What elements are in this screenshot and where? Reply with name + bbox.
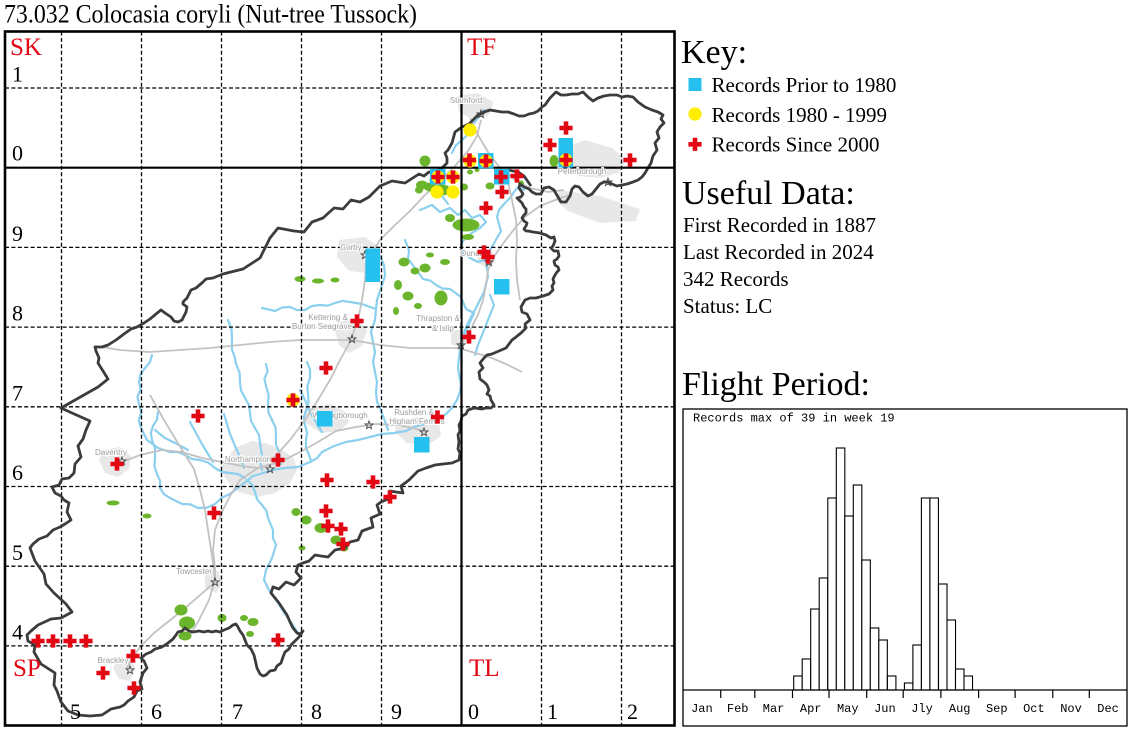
svg-text:Key:: Key: [681, 34, 747, 71]
svg-text:Oct: Oct [1023, 702, 1045, 716]
svg-text:Stamford: Stamford [450, 96, 482, 105]
svg-text:342 Records: 342 Records [683, 267, 789, 291]
svg-text:Daventry: Daventry [95, 448, 127, 457]
svg-text:Feb: Feb [727, 702, 749, 716]
svg-text:8: 8 [12, 301, 23, 326]
svg-text:Thrapston &: Thrapston & [416, 314, 460, 323]
svg-text:Burton Seagrave: Burton Seagrave [292, 322, 353, 331]
svg-text:9: 9 [12, 221, 23, 246]
svg-text:6: 6 [151, 699, 162, 724]
svg-text:0: 0 [12, 141, 23, 166]
svg-text:5: 5 [70, 699, 81, 724]
svg-text:Jun: Jun [874, 702, 896, 716]
svg-text:Mar: Mar [763, 702, 785, 716]
svg-text:Useful Data:: Useful Data: [682, 175, 855, 212]
svg-text:Kettering &: Kettering & [308, 313, 348, 322]
svg-text:Brackley: Brackley [98, 656, 129, 665]
svg-text:Rushden &: Rushden & [394, 408, 434, 417]
svg-text:Higham Ferrers: Higham Ferrers [389, 417, 445, 426]
svg-text:7: 7 [232, 699, 243, 724]
svg-text:Status: LC: Status: LC [683, 294, 772, 318]
svg-text:0: 0 [468, 699, 479, 724]
svg-text:TL: TL [469, 655, 500, 682]
svg-text:Towcester: Towcester [176, 567, 212, 576]
svg-text:SP: SP [13, 655, 41, 682]
svg-text:Aug: Aug [949, 702, 971, 716]
svg-text:Nov: Nov [1060, 702, 1082, 716]
svg-text:Corby: Corby [340, 243, 361, 252]
svg-text:7: 7 [12, 380, 23, 405]
svg-text:Flight Period:: Flight Period: [682, 366, 870, 403]
svg-text:& Islip: & Islip [432, 324, 454, 333]
svg-text:8: 8 [311, 699, 322, 724]
svg-text:Oundle: Oundle [460, 249, 486, 258]
svg-text:TF: TF [467, 34, 496, 61]
svg-text:Records Prior to 1980: Records Prior to 1980 [712, 73, 897, 97]
svg-text:Records 1980 - 1999: Records 1980 - 1999 [712, 103, 888, 127]
svg-text:Jly: Jly [911, 702, 933, 716]
svg-text:Records Since 2000: Records Since 2000 [712, 133, 880, 157]
svg-text:First Recorded in 1887: First Recorded in 1887 [683, 213, 876, 237]
svg-text:Apr: Apr [800, 702, 822, 716]
svg-text:Peterborough: Peterborough [558, 167, 606, 176]
svg-text:9: 9 [391, 699, 402, 724]
svg-text:Dec: Dec [1097, 702, 1119, 716]
svg-text:Northampton: Northampton [225, 455, 271, 464]
svg-text:Last Recorded in 2024: Last Recorded in 2024 [683, 240, 874, 264]
svg-text:Wellingborough: Wellingborough [312, 411, 367, 420]
svg-text:SK: SK [10, 34, 42, 61]
svg-text:Jan: Jan [691, 702, 713, 716]
svg-text:6: 6 [12, 460, 23, 485]
svg-text:5: 5 [12, 540, 23, 565]
svg-text:Sep: Sep [986, 702, 1008, 716]
svg-text:1: 1 [547, 699, 558, 724]
svg-text:May: May [837, 702, 859, 716]
svg-text:4: 4 [12, 620, 23, 645]
svg-text:73.032 Colocasia coryli (Nut-t: 73.032 Colocasia coryli (Nut-tree Tussoc… [4, 0, 417, 29]
svg-text:2: 2 [627, 699, 638, 724]
svg-text:1: 1 [12, 62, 23, 87]
svg-text:Records max of 39 in week 19: Records max of 39 in week 19 [693, 412, 895, 426]
